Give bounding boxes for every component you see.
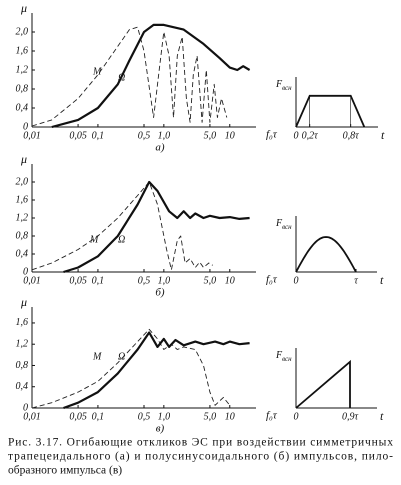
- curve-label: M: [92, 66, 102, 77]
- x-tick-label: 0,05: [69, 130, 87, 141]
- caption-line: трапецеидального (а) и полусинусоидально…: [8, 451, 393, 463]
- x-tick-label: 0,01: [23, 130, 41, 141]
- x-tick-label: 5,0: [204, 411, 217, 422]
- y-tick-label: 0,8: [16, 83, 29, 94]
- inset-x-label: t: [381, 128, 385, 142]
- panel-label: в): [156, 423, 165, 435]
- curve-label: M: [92, 351, 102, 362]
- y-tick-label: 2,0: [16, 26, 29, 37]
- y-tick-label: 0,8: [16, 360, 29, 371]
- curve: [31, 328, 231, 409]
- curve: [31, 26, 228, 127]
- x-tick-label: 0,5: [138, 411, 151, 422]
- inset-y-label: Fвсн: [275, 79, 292, 91]
- inset-x-tick-label: τ: [354, 275, 358, 286]
- inset-y-label-main: F: [275, 79, 283, 90]
- inset-y-label: Fвсн: [275, 218, 292, 230]
- x-tick-label: 10: [225, 275, 235, 286]
- curve: [51, 23, 251, 129]
- y-tick-label: 1,6: [16, 317, 29, 328]
- caption-line: образного импульса (в): [8, 465, 122, 477]
- y-tick-label: 0,8: [16, 230, 29, 241]
- inset-x-tick-label: 0,2τ: [302, 130, 319, 141]
- x-tick-label: 0,01: [23, 275, 41, 286]
- x-tick-label: 0,01: [23, 411, 41, 422]
- x-tick-label: 5,0: [204, 275, 217, 286]
- x-axis-label: f₀τ: [266, 129, 278, 141]
- x-tick-label: 0,1: [92, 275, 105, 286]
- x-tick-label: 10: [225, 411, 235, 422]
- y-axis-label: μ: [20, 295, 27, 309]
- y-tick-label: 0: [23, 402, 28, 413]
- panel-label: б): [155, 287, 165, 299]
- inset-y-label-main: F: [275, 350, 283, 361]
- inset-x-label: t: [380, 273, 384, 287]
- y-tick-label: 1,2: [16, 212, 29, 223]
- y-axis-label: μ: [20, 1, 27, 15]
- curve-label: Ω: [118, 72, 125, 83]
- pulse-shape: [295, 359, 351, 409]
- y-tick-label: 1,6: [16, 194, 29, 205]
- curve: [63, 180, 250, 274]
- inset-x-tick-label: 0,9τ: [342, 411, 359, 422]
- x-tick-label: 1,0: [158, 130, 171, 141]
- y-tick-label: 1,2: [16, 339, 29, 350]
- inset-x-tick-label: 0: [294, 130, 299, 141]
- curve-label: Ω: [118, 234, 125, 245]
- curve-label: M: [89, 234, 99, 245]
- y-tick-label: 0,4: [16, 102, 29, 113]
- y-tick-label: 0,4: [16, 381, 29, 392]
- x-tick-label: 0,1: [92, 411, 105, 422]
- x-tick-label: 0,05: [69, 275, 87, 286]
- y-tick-label: 0: [23, 266, 28, 277]
- inset-y-label-sub: всн: [282, 223, 292, 231]
- panel-label: а): [155, 142, 165, 154]
- inset-x-label: t: [380, 409, 384, 423]
- curve-label: Ω: [118, 351, 125, 362]
- y-tick-label: 0,4: [16, 248, 29, 259]
- x-tick-label: 0,5: [138, 275, 151, 286]
- inset-y-label-main: F: [275, 218, 283, 229]
- x-tick-label: 0,05: [69, 411, 87, 422]
- curve: [31, 181, 213, 271]
- inset-y-label-sub: всн: [282, 355, 292, 363]
- x-tick-label: 1,0: [158, 411, 171, 422]
- y-tick-label: 2,0: [16, 176, 29, 187]
- y-axis-label: μ: [20, 152, 27, 166]
- x-tick-label: 0,5: [138, 130, 151, 141]
- x-axis-label: f₀τ: [266, 274, 278, 286]
- x-tick-label: 1,0: [158, 275, 171, 286]
- inset-y-label: Fвсн: [275, 350, 292, 362]
- pulse-shape: [295, 236, 357, 273]
- inset-y-label-sub: всн: [282, 84, 292, 92]
- y-tick-label: 0: [23, 121, 28, 132]
- caption-line: Рис. 3.17. Огибающие откликов ЭС при воз…: [8, 437, 393, 449]
- pulse-shape: [295, 94, 366, 128]
- x-tick-label: 10: [225, 130, 235, 141]
- inset-x-tick-label: 0,8τ: [343, 130, 360, 141]
- x-tick-label: 5,0: [204, 130, 217, 141]
- inset-x-tick-label: 0: [294, 275, 299, 286]
- inset-x-tick-label: 0: [294, 411, 299, 422]
- x-axis-label: f₀τ: [266, 410, 278, 422]
- y-tick-label: 1,6: [16, 45, 29, 56]
- curve: [63, 331, 250, 410]
- x-tick-label: 0,1: [92, 130, 105, 141]
- y-tick-label: 1,2: [16, 64, 29, 75]
